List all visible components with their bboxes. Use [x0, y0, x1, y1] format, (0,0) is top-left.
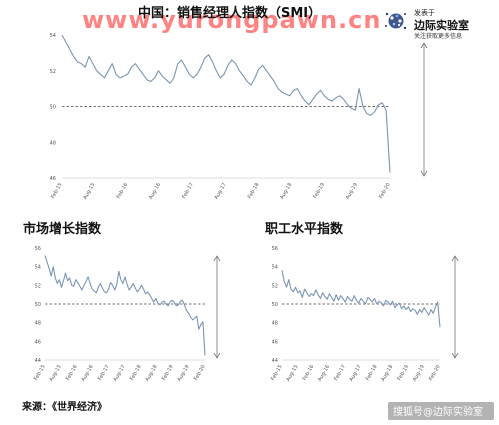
- watermark-text: www.yurongpawn.cn: [82, 6, 381, 34]
- range-arrow-icon: [420, 42, 428, 177]
- credit-badge: [388, 402, 494, 420]
- y-tick-label: 52: [272, 283, 278, 289]
- y-tick-label: 52: [50, 69, 56, 75]
- series-line: [281, 270, 441, 328]
- y-tick-label: 48: [272, 321, 278, 327]
- smi-chart-title: 中国：销售经理人指数（SMI）: [138, 5, 321, 21]
- y-tick-label: 46: [35, 339, 41, 345]
- x-tick-label: Aug-17: [214, 182, 228, 201]
- x-tick-label: Feb-20: [428, 364, 442, 382]
- y-tick-label: 56: [272, 246, 278, 252]
- source-text: 来源：《世界经济》: [21, 400, 107, 413]
- series-line: [61, 34, 391, 173]
- x-tick-label: Aug-18: [380, 364, 394, 383]
- x-tick-label: Aug-15: [49, 364, 63, 383]
- smi-chart: 中国：销售经理人指数（SMI） 46 48 50 52 54 Feb-15 Aug-15 Fe…: [50, 5, 428, 201]
- x-tick-label: Feb-20: [193, 364, 207, 382]
- y-tick-label: 46: [272, 339, 278, 345]
- x-tick-label: Feb-16: [302, 364, 316, 382]
- employment-level-chart-title: 职工水平指数: [265, 221, 344, 237]
- x-tick-label: Aug-17: [113, 364, 127, 383]
- x-tick-label: Aug-18: [279, 182, 293, 201]
- x-tick-label: Aug-19: [345, 182, 359, 201]
- x-tick-label: Feb-20: [378, 182, 392, 200]
- x-tick-label: Feb-16: [116, 182, 130, 200]
- y-tick-label: 50: [50, 105, 56, 111]
- x-tick-label: Feb-19: [312, 182, 326, 200]
- x-tick-label: Aug-16: [317, 364, 331, 383]
- dots-logo-icon: [385, 12, 407, 30]
- x-tick-label: Aug-16: [148, 182, 162, 201]
- x-tick-label: Aug-16: [81, 364, 95, 383]
- y-tick-label: 44: [272, 358, 278, 364]
- x-tick-label: Feb-19: [161, 364, 175, 382]
- x-tick-label: Feb-17: [333, 364, 347, 382]
- y-tick-label: 50: [272, 302, 278, 308]
- x-tick-label: Feb-18: [247, 182, 261, 200]
- brand-published-by: 发表于: [414, 8, 435, 17]
- y-tick-label: 52: [35, 283, 41, 289]
- y-tick-label: 44: [35, 358, 41, 364]
- x-tick-label: Aug-19: [412, 364, 426, 383]
- y-tick-label: 54: [50, 33, 56, 39]
- y-tick-label: 54: [35, 265, 41, 271]
- x-tick-label: Aug-15: [285, 364, 299, 383]
- x-tick-label: Feb-15: [50, 182, 64, 200]
- brand-tagline: 关注获取更多信息: [414, 32, 462, 40]
- credit-text: 搜狐号@边际实验室: [393, 405, 483, 418]
- x-tick-label: Feb-16: [65, 364, 79, 382]
- range-arrow-icon: [213, 255, 221, 359]
- y-tick-label: 48: [35, 321, 41, 327]
- x-tick-label: Aug-19: [177, 364, 191, 383]
- x-tick-label: Aug-17: [349, 364, 363, 383]
- x-tick-label: Feb-17: [97, 364, 111, 382]
- x-tick-label: Feb-17: [181, 182, 195, 200]
- x-tick-label: Feb-18: [365, 364, 379, 382]
- y-tick-label: 50: [35, 302, 41, 308]
- brand-name: 边际实验室: [413, 18, 469, 32]
- x-tick-label: Feb-18: [129, 364, 143, 382]
- y-tick-label: 54: [272, 265, 278, 271]
- brand-logo: 发表于 边际实验室 关注获取更多信息: [385, 8, 469, 40]
- x-tick-label: Aug-18: [145, 364, 159, 383]
- series-line: [44, 255, 206, 356]
- x-tick-label: Feb-15: [33, 364, 47, 382]
- y-tick-label: 48: [50, 140, 56, 146]
- range-arrow-icon: [451, 255, 459, 359]
- x-tick-label: Feb-15: [270, 364, 284, 382]
- x-tick-label: Feb-19: [396, 364, 410, 382]
- y-tick-label: 46: [50, 176, 56, 182]
- y-tick-label: 56: [35, 246, 41, 252]
- market-growth-chart-title: 市场增长指数: [23, 221, 102, 237]
- x-tick-label: Aug-15: [82, 182, 96, 201]
